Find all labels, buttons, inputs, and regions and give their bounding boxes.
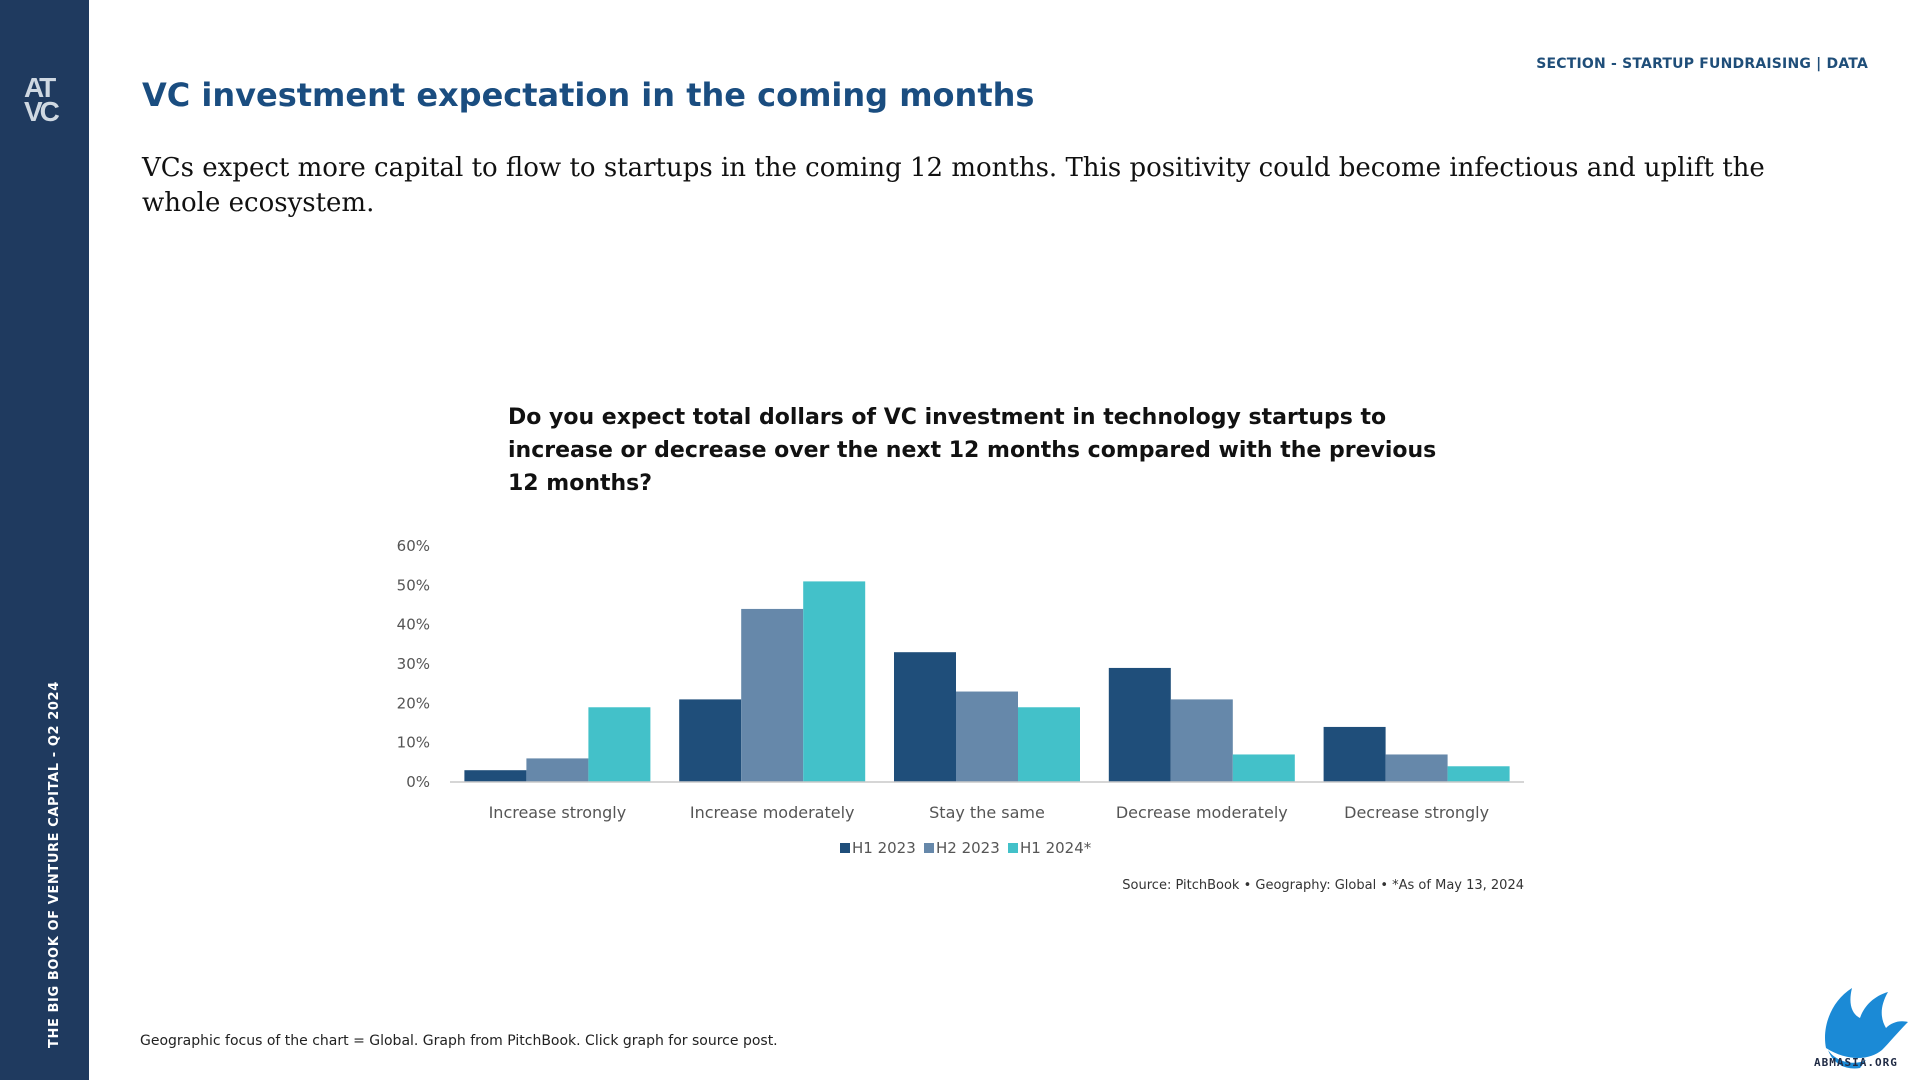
y-axis: 0% 10% 20% 30% 40% 50% 60%: [397, 537, 430, 791]
bar-h1-2024-0[interactable]: [588, 707, 651, 782]
x-tick-label: Decrease strongly: [1344, 803, 1489, 822]
bars: [464, 581, 1510, 782]
x-tick-label: Decrease moderately: [1116, 803, 1288, 822]
x-tick-label: Increase strongly: [489, 803, 627, 822]
chart-question: Do you expect total dollars of VC invest…: [508, 405, 1437, 496]
bar-h1-2024-4[interactable]: [1447, 766, 1510, 782]
legend-label: H1 2023: [852, 839, 916, 857]
x-axis: Increase strongly Increase moderately Stay…: [489, 803, 1489, 822]
bar-h1-2023-1[interactable]: [679, 699, 742, 782]
bar-h1-2024-1[interactable]: [803, 581, 866, 782]
y-tick-label: 30%: [397, 655, 430, 673]
bar-h1-2024-3[interactable]: [1232, 754, 1295, 782]
legend-swatch: [924, 843, 934, 853]
brand-bird-logo[interactable]: [1808, 970, 1920, 1080]
bar-h2-2023-4[interactable]: [1385, 754, 1448, 782]
bar-h1-2023-3[interactable]: [1108, 667, 1171, 782]
brand-text: ABMASIA.ORG: [1814, 1056, 1898, 1069]
legend-swatch: [1008, 843, 1018, 853]
section-label: SECTION - STARTUP FUNDRAISING | DATA: [1536, 56, 1868, 72]
bar-h1-2023-2[interactable]: [894, 652, 956, 782]
x-tick-label: Increase moderately: [690, 803, 855, 822]
y-tick-label: 50%: [397, 576, 430, 594]
y-tick-label: 0%: [406, 773, 430, 791]
bar-h2-2023-3[interactable]: [1170, 699, 1233, 782]
x-tick-label: Stay the same: [929, 803, 1045, 822]
y-tick-label: 40%: [397, 616, 430, 634]
y-tick-label: 60%: [397, 537, 430, 555]
sidebar: AT VC THE BIG BOOK OF VENTURE CAPITAL - …: [0, 0, 89, 1080]
bird-wing-icon: [1825, 988, 1908, 1058]
logo-line-2: VC: [24, 96, 60, 127]
footnote: Geographic focus of the chart = Global. …: [140, 1033, 778, 1049]
atvc-logo[interactable]: AT VC: [18, 74, 70, 130]
legend-label: H2 2023: [936, 839, 1000, 857]
bar-h1-2023-0[interactable]: [464, 770, 527, 782]
bar-h2-2023-1[interactable]: [741, 608, 804, 782]
legend-label: H1 2024*: [1020, 839, 1092, 857]
logo-line-1: AT: [24, 72, 56, 103]
bar-h1-2024-2[interactable]: [1018, 707, 1080, 782]
chart-source: Source: PitchBook • Geography: Global • …: [1122, 878, 1524, 893]
sidebar-vertical-caption: THE BIG BOOK OF VENTURE CAPITAL - Q2 202…: [47, 681, 62, 1048]
intro-text: VCs expect more capital to flow to start…: [142, 153, 1765, 218]
y-tick-label: 10%: [397, 734, 430, 752]
bird-head-icon: [1828, 1050, 1866, 1069]
bar-chart[interactable]: 0%10%20%30%40%50%60% Increase strongly In…: [380, 530, 1540, 910]
bar-h2-2023-0[interactable]: [526, 758, 589, 782]
y-tick-label: 20%: [397, 694, 430, 712]
page-title: VC investment expectation in the coming …: [142, 76, 1035, 114]
bar-h1-2023-4[interactable]: [1323, 726, 1386, 782]
legend-swatch: [840, 843, 850, 853]
bar-h2-2023-2[interactable]: [956, 691, 1018, 782]
chart-legend: H1 2023 H2 2023 H1 2024*: [840, 839, 1092, 857]
